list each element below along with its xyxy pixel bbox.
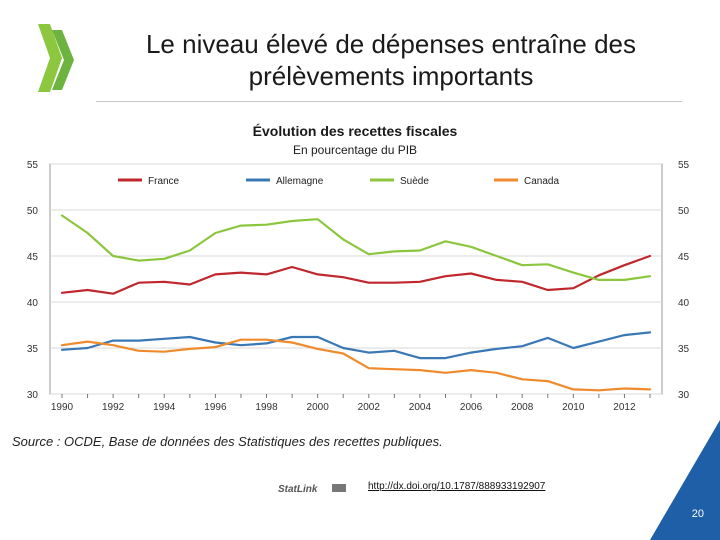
x-tick-label: 2000 xyxy=(307,402,330,410)
x-tick-label: 1994 xyxy=(153,402,176,410)
x-tick-label: 2002 xyxy=(358,402,381,410)
legend-label: Allemagne xyxy=(276,176,324,187)
page-number: 20 xyxy=(691,508,704,520)
corner-decoration xyxy=(650,420,720,540)
x-tick-label: 1998 xyxy=(255,402,278,410)
series-line-france xyxy=(60,254,652,295)
chart-title: Évolution des recettes fiscales xyxy=(253,123,458,139)
series-line-allemagne xyxy=(60,331,652,360)
legend-label: France xyxy=(148,176,180,187)
y-tick-label-left: 35 xyxy=(27,344,39,355)
y-tick-label-left: 40 xyxy=(27,298,39,309)
x-tick-label: 2004 xyxy=(409,402,432,410)
chart-container: Évolution des recettes fiscales En pourc… xyxy=(0,110,720,410)
y-tick-label-left: 55 xyxy=(27,160,39,171)
title-divider xyxy=(96,101,682,102)
oecd-logo xyxy=(38,24,74,92)
x-tick-label: 2008 xyxy=(511,402,534,410)
y-tick-label-right: 30 xyxy=(678,390,690,401)
y-tick-label-right: 35 xyxy=(678,344,690,355)
y-tick-label-left: 45 xyxy=(27,252,39,263)
series-line-canada xyxy=(60,338,652,392)
tax-revenue-chart: Évolution des recettes fiscales En pourc… xyxy=(27,123,690,410)
x-tick-label: 1990 xyxy=(51,402,74,410)
corner-triangle xyxy=(650,420,720,540)
legend-label: Suède xyxy=(400,176,429,187)
source-note: Source : OCDE, Base de données des Stati… xyxy=(12,434,443,449)
y-tick-label-right: 55 xyxy=(678,160,690,171)
statlink-url[interactable]: http://dx.doi.org/10.1787/888933192907 xyxy=(368,481,546,492)
legend: France Allemagne Suède Canada xyxy=(118,176,559,187)
y-tick-label-left: 50 xyxy=(27,206,39,217)
x-tick-label: 2010 xyxy=(562,402,585,410)
y-tick-label-right: 50 xyxy=(678,206,690,217)
x-tick-label: 2006 xyxy=(460,402,483,410)
x-tick-label: 1996 xyxy=(204,402,227,410)
slide-title: Le niveau élevé de dépenses entraîne des… xyxy=(96,28,686,92)
series-layer xyxy=(60,214,652,392)
x-tick-label: 2012 xyxy=(613,402,636,410)
statlink-logo: StatLink xyxy=(278,484,346,495)
logo-chevron-left xyxy=(38,24,62,92)
y-tick-label-right: 45 xyxy=(678,252,690,263)
x-tick-label: 1992 xyxy=(102,402,125,410)
y-tick-label-right: 40 xyxy=(678,298,690,309)
slide-title-line-2: prélèvements importants xyxy=(248,61,534,91)
logo-chevron-right xyxy=(52,30,74,90)
chart-subtitle: En pourcentage du PIB xyxy=(293,143,417,157)
slide-title-line-1: Le niveau élevé de dépenses entraîne des xyxy=(145,29,637,59)
grid-layer xyxy=(49,163,663,395)
series-line-suède xyxy=(60,214,652,281)
statlink-logo-text: StatLink xyxy=(278,484,318,495)
legend-label: Canada xyxy=(524,176,559,187)
axis-layer: 30 30 35 35 40 40 45 45 50 50 55 55 1990 1992 1994 1996… xyxy=(27,160,690,410)
statlink-logo-mark xyxy=(332,484,346,492)
y-tick-label-left: 30 xyxy=(27,390,39,401)
